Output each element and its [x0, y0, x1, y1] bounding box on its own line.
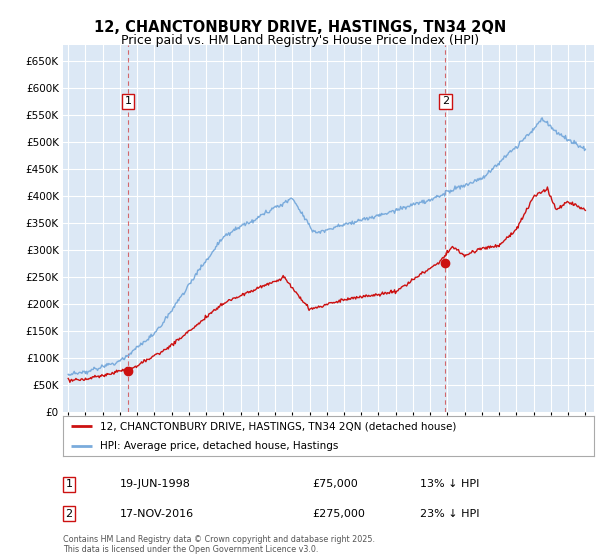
Text: £275,000: £275,000 [312, 508, 365, 519]
Text: 13% ↓ HPI: 13% ↓ HPI [420, 479, 479, 489]
Text: HPI: Average price, detached house, Hastings: HPI: Average price, detached house, Hast… [100, 441, 338, 451]
Text: 2: 2 [442, 96, 449, 106]
Text: Price paid vs. HM Land Registry's House Price Index (HPI): Price paid vs. HM Land Registry's House … [121, 34, 479, 46]
Text: £75,000: £75,000 [312, 479, 358, 489]
Text: 19-JUN-1998: 19-JUN-1998 [120, 479, 191, 489]
Text: 1: 1 [124, 96, 131, 106]
Text: 17-NOV-2016: 17-NOV-2016 [120, 508, 194, 519]
Text: Contains HM Land Registry data © Crown copyright and database right 2025.
This d: Contains HM Land Registry data © Crown c… [63, 535, 375, 554]
Text: 12, CHANCTONBURY DRIVE, HASTINGS, TN34 2QN (detached house): 12, CHANCTONBURY DRIVE, HASTINGS, TN34 2… [100, 421, 457, 431]
Text: 1: 1 [65, 479, 73, 489]
Text: 23% ↓ HPI: 23% ↓ HPI [420, 508, 479, 519]
Text: 12, CHANCTONBURY DRIVE, HASTINGS, TN34 2QN: 12, CHANCTONBURY DRIVE, HASTINGS, TN34 2… [94, 20, 506, 35]
Text: 2: 2 [65, 508, 73, 519]
